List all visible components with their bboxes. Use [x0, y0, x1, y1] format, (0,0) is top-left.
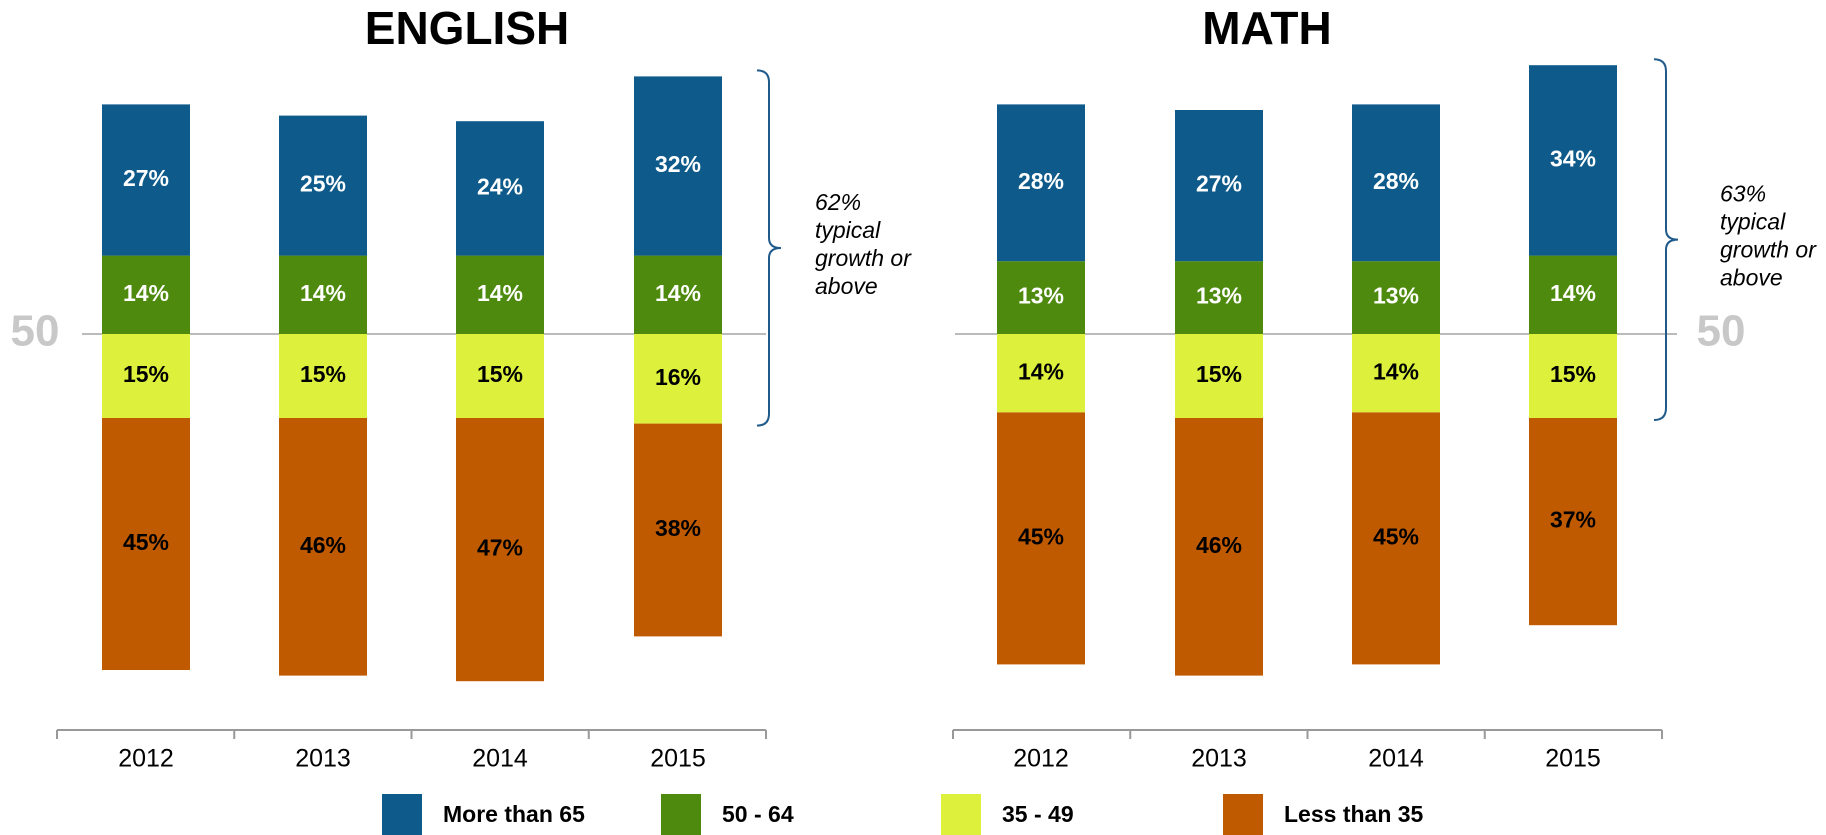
value-label: 45% [1018, 523, 1064, 549]
bar-segment [1529, 334, 1617, 418]
value-label: 14% [300, 280, 346, 306]
midline-label: 50 [1697, 307, 1746, 356]
annotation: above [815, 273, 878, 299]
annotation: typical [815, 217, 881, 243]
chart-title: MATH [1202, 2, 1331, 54]
bar-segment [997, 334, 1085, 413]
bar-segment [997, 104, 1085, 262]
value-label: 34% [1550, 145, 1596, 171]
annotation: growth or [815, 245, 912, 271]
bar-segment [1529, 255, 1617, 334]
bar-segment [997, 412, 1085, 665]
annotation: 63% [1720, 181, 1766, 207]
x-tick-label: 2015 [650, 745, 706, 773]
annotation: growth or [1720, 237, 1817, 263]
midline-label: 50 [11, 307, 60, 356]
bar-segment [456, 334, 544, 418]
value-label: 14% [1373, 358, 1419, 384]
value-label: 24% [477, 173, 523, 199]
x-tick-label: 2012 [1013, 745, 1069, 773]
bar-segment [1175, 334, 1263, 418]
value-label: 45% [123, 529, 169, 555]
legend-swatch [382, 794, 422, 835]
bar-segment [102, 104, 190, 256]
bar-segment [1352, 412, 1440, 665]
value-label: 32% [655, 151, 701, 177]
x-tick-label: 2014 [1368, 745, 1424, 773]
bar-segment [1175, 110, 1263, 262]
value-label: 14% [477, 280, 523, 306]
x-tick-label: 2013 [1191, 745, 1247, 773]
bar-segment [1175, 261, 1263, 334]
bar-segment [1529, 418, 1617, 626]
bar-segment [1352, 104, 1440, 262]
value-label: 28% [1373, 168, 1419, 194]
bar-segment [279, 334, 367, 418]
value-label: 45% [1373, 523, 1419, 549]
value-label: 27% [1196, 171, 1242, 197]
bar-segment [1352, 261, 1440, 334]
bar-segment [279, 115, 367, 256]
legend-swatch [661, 794, 701, 835]
bar-segment [1529, 65, 1617, 256]
annotation: 62% [815, 189, 861, 215]
value-label: 15% [1550, 361, 1596, 387]
value-label: 13% [1196, 283, 1242, 309]
value-label: 15% [1196, 361, 1242, 387]
value-label: 46% [1196, 532, 1242, 558]
x-tick-label: 2012 [118, 745, 174, 773]
annotation: above [1720, 265, 1783, 291]
bar-segment [456, 121, 544, 256]
value-label: 28% [1018, 168, 1064, 194]
legend-label: 50 - 64 [722, 801, 794, 827]
x-tick-label: 2013 [295, 745, 351, 773]
x-tick-label: 2014 [472, 745, 528, 773]
value-label: 15% [477, 361, 523, 387]
legend-label: 35 - 49 [1002, 801, 1074, 827]
bar-segment [102, 255, 190, 334]
value-label: 13% [1018, 283, 1064, 309]
value-label: 37% [1550, 507, 1596, 533]
value-label: 38% [655, 515, 701, 541]
bar-segment [456, 418, 544, 682]
legend-label: Less than 35 [1284, 801, 1424, 827]
x-tick-label: 2015 [1545, 745, 1601, 773]
value-label: 15% [300, 361, 346, 387]
bracket [1653, 58, 1679, 421]
bar-segment [102, 418, 190, 670]
bracket [756, 69, 782, 427]
bar-segment [279, 255, 367, 334]
bar-segment [997, 261, 1085, 334]
value-label: 14% [655, 280, 701, 306]
annotation: typical [1720, 209, 1786, 235]
bar-segment [1175, 418, 1263, 676]
bar-segment [634, 334, 722, 424]
bar-segment [634, 423, 722, 637]
value-label: 14% [1550, 280, 1596, 306]
value-label: 47% [477, 535, 523, 561]
value-label: 15% [123, 361, 169, 387]
value-label: 16% [655, 364, 701, 390]
bar-segment [1352, 334, 1440, 413]
value-label: 27% [123, 165, 169, 191]
value-label: 14% [1018, 358, 1064, 384]
bar-segment [634, 76, 722, 256]
chart-title: ENGLISH [365, 2, 569, 54]
bar-segment [102, 334, 190, 418]
bar-segment [456, 255, 544, 334]
legend-label: More than 65 [443, 801, 585, 827]
bar-segment [634, 255, 722, 334]
value-label: 46% [300, 532, 346, 558]
value-label: 14% [123, 280, 169, 306]
legend-swatch [1223, 794, 1263, 835]
value-label: 13% [1373, 283, 1419, 309]
value-label: 25% [300, 171, 346, 197]
legend-swatch [941, 794, 981, 835]
bar-segment [279, 418, 367, 676]
